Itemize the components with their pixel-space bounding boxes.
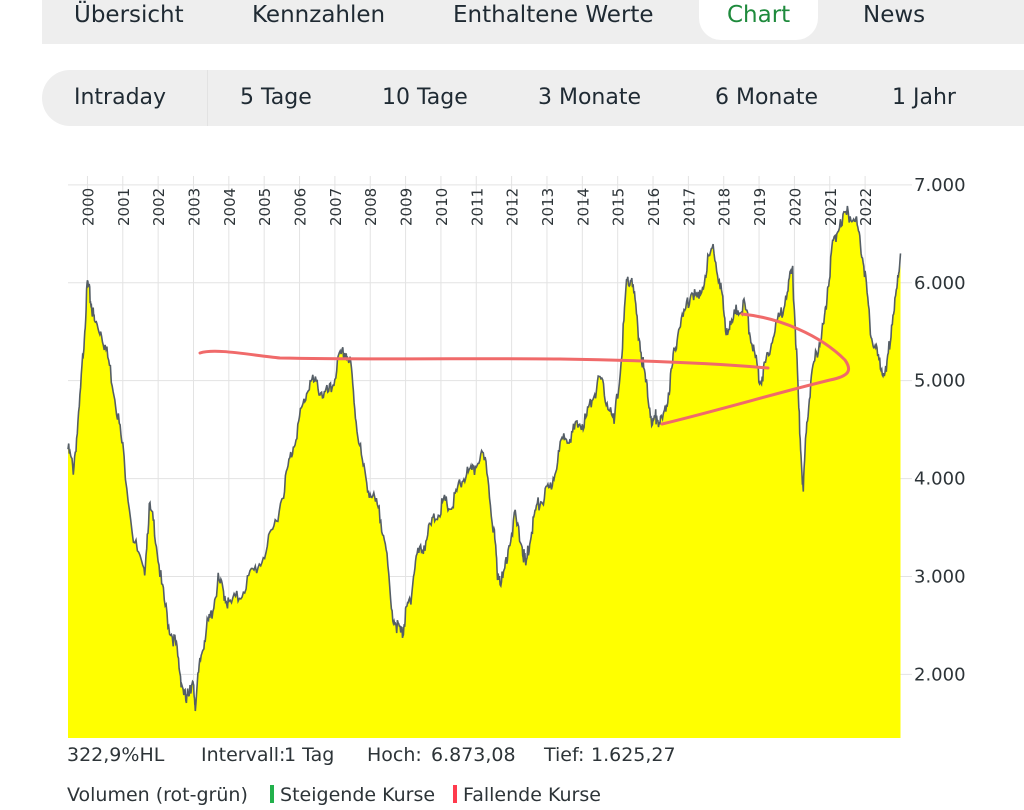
range-intraday[interactable]: Intraday bbox=[74, 85, 167, 110]
x-tick-label: 2000 bbox=[79, 188, 97, 226]
falling-marker-icon bbox=[453, 785, 457, 803]
tab-uebersicht[interactable]: Übersicht bbox=[74, 2, 184, 28]
y-tick-label: 4.000 bbox=[914, 469, 966, 490]
main-tab-bar: Übersicht Kennzahlen Enthaltene Werte Ch… bbox=[42, 0, 1024, 44]
range-divider bbox=[207, 70, 208, 126]
y-tick-label: 6.000 bbox=[914, 273, 966, 294]
x-tick-label: 2007 bbox=[327, 188, 345, 226]
tab-kennzahlen[interactable]: Kennzahlen bbox=[252, 2, 386, 28]
x-tick-label: 2017 bbox=[680, 188, 698, 226]
x-tick-label: 2008 bbox=[362, 188, 380, 226]
range-5-tage[interactable]: 5 Tage bbox=[240, 85, 312, 110]
range-3-monate[interactable]: 3 Monate bbox=[538, 85, 642, 110]
price-chart[interactable]: 2000 2001 2002 2003 2004 2005 2006 2007 2008 2009… bbox=[0, 168, 1024, 748]
tab-enthaltene-werte[interactable]: Enthaltene Werte bbox=[453, 2, 654, 28]
intervall-label: Intervall: bbox=[201, 744, 286, 766]
x-tick-label: 2019 bbox=[751, 188, 769, 226]
x-tick-label: 2013 bbox=[539, 188, 557, 226]
x-tick-label: 2004 bbox=[221, 188, 239, 226]
y-tick-label: 3.000 bbox=[914, 566, 966, 587]
rising-marker-icon bbox=[270, 785, 274, 803]
hand-drawn-arrow-annotation bbox=[198, 312, 851, 426]
x-tick-label: 2002 bbox=[150, 188, 168, 226]
x-tick-label: 2003 bbox=[185, 188, 203, 226]
range-10-tage[interactable]: 10 Tage bbox=[382, 85, 468, 110]
range-1-jahr[interactable]: 1 Jahr bbox=[892, 85, 956, 110]
tief-label: Tief: bbox=[544, 744, 585, 766]
tab-news[interactable]: News bbox=[863, 2, 926, 28]
x-tick-label: 2005 bbox=[256, 188, 274, 226]
legend-steigende-kurse: Steigende Kurse bbox=[270, 784, 435, 806]
price-line bbox=[67, 205, 902, 712]
x-tick-label: 2016 bbox=[645, 188, 663, 226]
time-range-bar: Intraday 5 Tage 10 Tage 3 Monate 6 Monat… bbox=[42, 70, 1024, 126]
y-tick-label: 5.000 bbox=[914, 371, 966, 392]
x-tick-label: 2006 bbox=[292, 188, 310, 226]
hoch-label: Hoch: bbox=[367, 744, 422, 766]
hoch-value: 6.873,08 bbox=[431, 744, 516, 766]
x-tick-label: 2009 bbox=[398, 188, 416, 226]
x-tick-label: 2012 bbox=[504, 188, 522, 226]
x-tick-label: 2015 bbox=[610, 188, 628, 226]
x-tick-label: 2018 bbox=[716, 188, 734, 226]
range-6-monate[interactable]: 6 Monate bbox=[715, 85, 819, 110]
x-tick-label: 2014 bbox=[574, 188, 592, 226]
x-tick-label: 2001 bbox=[115, 188, 133, 226]
y-tick-label: 2.000 bbox=[914, 664, 966, 685]
tief-value: 1.625,27 bbox=[591, 744, 676, 766]
x-tick-label: 2010 bbox=[433, 188, 451, 226]
x-tick-label: 2011 bbox=[468, 188, 486, 226]
intervall-value: 1 Tag bbox=[284, 744, 335, 766]
y-tick-label: 7.000 bbox=[914, 175, 966, 196]
legend-volumen: Volumen (rot-grün) bbox=[67, 784, 248, 806]
performance-value: 322,9%HL bbox=[67, 744, 165, 766]
tab-chart[interactable]: Chart bbox=[699, 0, 819, 40]
legend-fallende-kurse: Fallende Kurse bbox=[453, 784, 601, 806]
x-tick-label: 2022 bbox=[857, 188, 875, 226]
x-tick-label: 2021 bbox=[822, 188, 840, 226]
price-area bbox=[68, 206, 901, 738]
x-tick-label: 2020 bbox=[786, 188, 804, 226]
